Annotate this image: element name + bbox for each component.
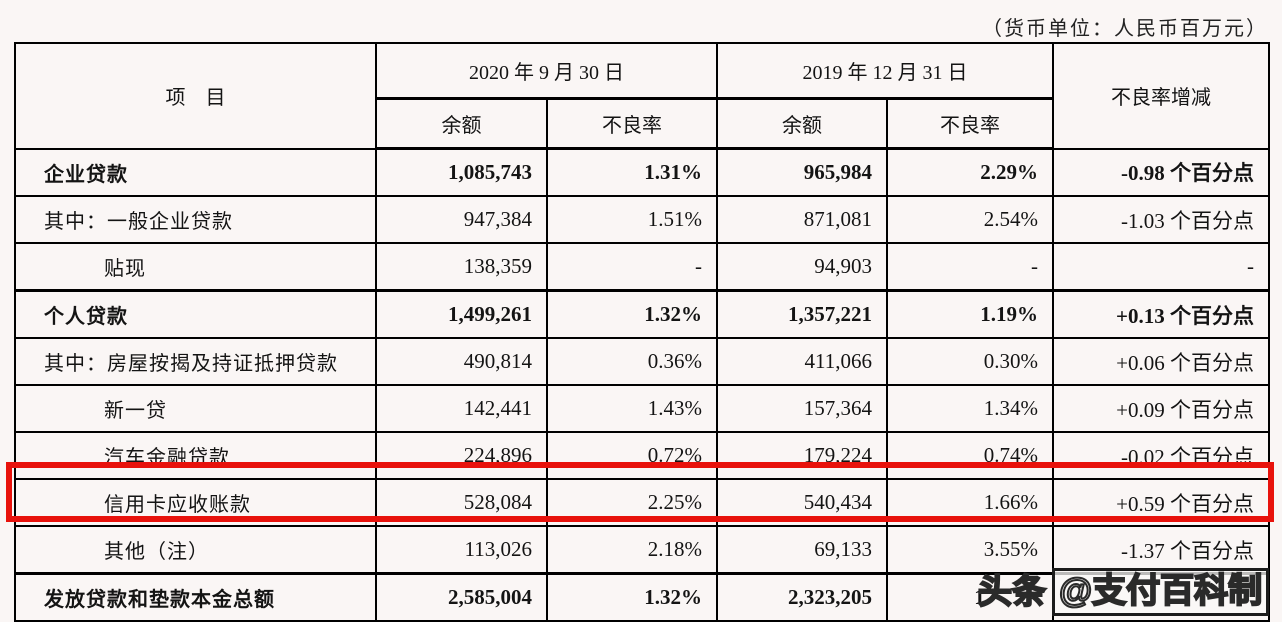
cell-balance-2020: 224,896 [375, 431, 548, 480]
row-label: 其中：一般企业贷款 [14, 195, 377, 244]
cell-balance-2019: 871,081 [716, 195, 888, 244]
row-label: 新一贷 [14, 384, 377, 433]
table-row: 个人贷款 1,499,261 1.32% 1,357,221 1.19% +0.13 个百… [14, 289, 1270, 339]
npl-table: 项 目 2020 年 9 月 30 日 2019 年 12 月 31 日 不良率… [14, 42, 1270, 622]
cell-npl-2020: 2.18% [546, 525, 718, 575]
table-row-highlighted: 信用卡应收账款 528,084 2.25% 540,434 1.66% +0.59 个百分… [14, 478, 1270, 527]
cell-npl-change: +0.06 个百分点 [1052, 337, 1270, 386]
cell-npl-2020: 1.32% [546, 289, 718, 339]
cell-npl-2019: 1.34% [886, 384, 1054, 433]
cell-npl-2020: 1.32% [546, 572, 718, 622]
col-header-npl-2020: 不良率 [546, 97, 718, 150]
cell-balance-2019: 179,224 [716, 431, 888, 480]
cell-balance-2020: 528,084 [375, 478, 548, 527]
table-row: 其中：房屋按揭及持证抵押贷款 490,814 0.36% 411,066 0.30% +0… [14, 337, 1270, 386]
row-label: 贴现 [14, 242, 377, 292]
cell-npl-2020: 1.31% [546, 147, 718, 197]
cell-npl-2019: 1.66% [886, 478, 1054, 527]
cell-balance-2019: 157,364 [716, 384, 888, 433]
row-label: 其中：房屋按揭及持证抵押贷款 [14, 337, 377, 386]
row-label: 信用卡应收账款 [14, 478, 377, 527]
table-row: 企业贷款 1,085,743 1.31% 965,984 2.29% -0.98 个百分点 [14, 147, 1270, 197]
cell-balance-2019: 965,984 [716, 147, 888, 197]
cell-npl-2020: 1.43% [546, 384, 718, 433]
header-row-measures: 余额 不良率 余额 不良率 [15, 97, 1269, 150]
cell-balance-2019: 94,903 [716, 242, 888, 292]
cell-npl-2020: 2.25% [546, 478, 718, 527]
cell-npl-change: - [1052, 242, 1270, 292]
currency-unit-note: （货币单位：人民币百万元） [982, 18, 1268, 40]
table-row: 发放贷款和垫款本金总额 2,585,004 1.32% 2,323,205 1. [14, 572, 1270, 622]
table-row: 汽车金融贷款 224,896 0.72% 179,224 0.74% -0.02 个百分点 [14, 431, 1270, 480]
cell-balance-2020: 1,085,743 [375, 147, 548, 197]
col-header-balance-2020: 余额 [375, 97, 548, 150]
cell-npl-change: -1.37 个百分点 [1052, 525, 1270, 575]
cell-npl-2020: 0.72% [546, 431, 718, 480]
table-row: 其中：一般企业贷款 947,384 1.51% 871,081 2.54% -1.03 个… [14, 195, 1270, 244]
cell-npl-2019: 3.55% [886, 525, 1054, 575]
cell-npl-change: +0.09 个百分点 [1052, 384, 1270, 433]
cell-balance-2020: 142,441 [375, 384, 548, 433]
cell-npl-2019: - [886, 242, 1054, 292]
col-header-date-2020: 2020 年 9 月 30 日 [375, 42, 718, 100]
row-label: 其他（注） [14, 525, 377, 575]
col-header-npl-change: 不良率增减 [1052, 42, 1270, 150]
cell-npl-2019: 0.30% [886, 337, 1054, 386]
cell-npl-change [1052, 572, 1270, 622]
cell-npl-2020: 0.36% [546, 337, 718, 386]
cell-balance-2020: 2,585,004 [375, 572, 548, 622]
cell-npl-change: -0.98 个百分点 [1052, 147, 1270, 197]
row-label: 个人贷款 [14, 289, 377, 339]
cell-npl-2019: 1.19% [886, 289, 1054, 339]
row-label: 发放贷款和垫款本金总额 [14, 572, 377, 622]
table-row: 新一贷 142,441 1.43% 157,364 1.34% +0.09 个百分点 [14, 384, 1270, 433]
cell-balance-2020: 490,814 [375, 337, 548, 386]
cell-npl-2019: 0.74% [886, 431, 1054, 480]
table-row: 贴现 138,359-94,903- - [14, 242, 1270, 292]
cell-npl-2020: 1.51% [546, 195, 718, 244]
cell-balance-2020: 1,499,261 [375, 289, 548, 339]
cell-balance-2019: 69,133 [716, 525, 888, 575]
cell-npl-change: +0.13 个百分点 [1052, 289, 1270, 339]
cell-npl-2019: 2.29% [886, 147, 1054, 197]
cell-balance-2019: 411,066 [716, 337, 888, 386]
table-row: 其他（注） 113,026 2.18% 69,133 3.55% -1.37 个百分点 [14, 525, 1270, 575]
col-header-balance-2019: 余额 [716, 97, 888, 150]
col-header-date-2019: 2019 年 12 月 31 日 [716, 42, 1054, 100]
col-header-item: 项 目 [14, 42, 377, 150]
cell-balance-2019: 1,357,221 [716, 289, 888, 339]
cell-npl-change: -0.02 个百分点 [1052, 431, 1270, 480]
row-label: 汽车金融贷款 [14, 431, 377, 480]
cell-npl-change: +0.59 个百分点 [1052, 478, 1270, 527]
cell-balance-2019: 540,434 [716, 478, 888, 527]
cell-npl-2020: - [546, 242, 718, 292]
table-body: 企业贷款 1,085,743 1.31% 965,984 2.29% -0.98 个百分点… [14, 147, 1270, 622]
cell-balance-2020: 113,026 [375, 525, 548, 575]
cell-balance-2020: 138,359 [375, 242, 548, 292]
cell-balance-2020: 947,384 [375, 195, 548, 244]
header-row-dates: 项 目 2020 年 9 月 30 日 2019 年 12 月 31 日 不良率… [14, 42, 1270, 150]
row-label: 企业贷款 [14, 147, 377, 197]
col-header-npl-2019: 不良率 [886, 97, 1054, 150]
cell-npl-2019: 2.54% [886, 195, 1054, 244]
cell-npl-change: -1.03 个百分点 [1052, 195, 1270, 244]
cell-balance-2019: 2,323,205 [716, 572, 888, 622]
cell-npl-2019: 1. [886, 572, 1054, 622]
